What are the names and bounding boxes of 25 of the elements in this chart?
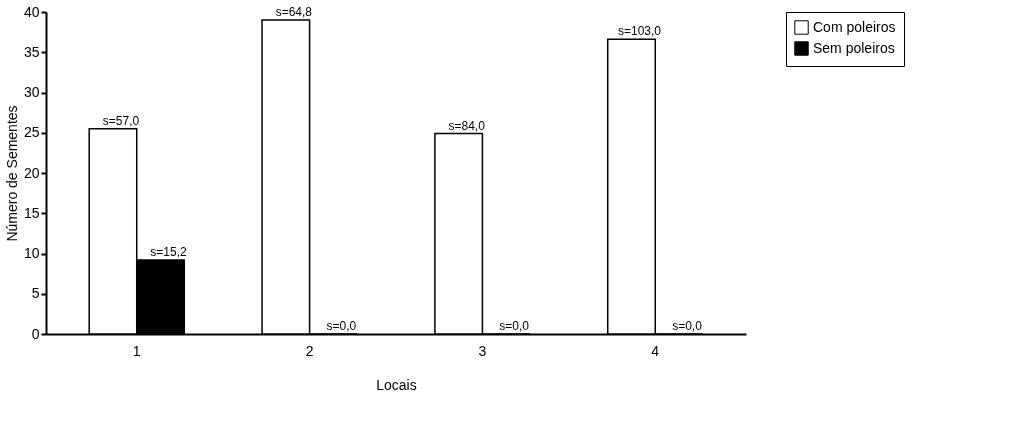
annotation: s=0,0 [672, 319, 703, 333]
x-tick-label: 2 [305, 342, 314, 359]
y-axis-title: Número de Sementes [3, 105, 20, 242]
annotation: s=103,0 [617, 24, 662, 39]
legend-label: Com poleiros [813, 18, 896, 35]
y-tick-label: 15 [23, 204, 40, 221]
x-tick-label: 3 [478, 342, 487, 359]
annotation: s=64,8 [275, 5, 313, 20]
annotation: s=0,0 [326, 319, 357, 333]
x-tick-label: 4 [651, 342, 660, 359]
x-axis-title: Locais [376, 376, 417, 393]
y-tick-label: 40 [23, 3, 40, 20]
y-tick-label: 5 [31, 285, 40, 302]
y-tick-label: 20 [23, 164, 40, 181]
y-tick-label: 0 [31, 325, 40, 342]
annotation: s=57,0 [102, 113, 140, 128]
y-tick-label: 30 [23, 84, 40, 100]
legend-label: Sem poleiros [813, 39, 895, 56]
annotation: s=15,2 [150, 244, 188, 259]
x-tick-label: 1 [132, 342, 141, 359]
annotation: s=84,0 [448, 118, 486, 133]
y-tick-label: 35 [23, 43, 40, 60]
annotation: s=0,0 [499, 319, 530, 333]
y-tick-label: 10 [23, 245, 40, 261]
y-tick-label: 25 [23, 124, 40, 141]
